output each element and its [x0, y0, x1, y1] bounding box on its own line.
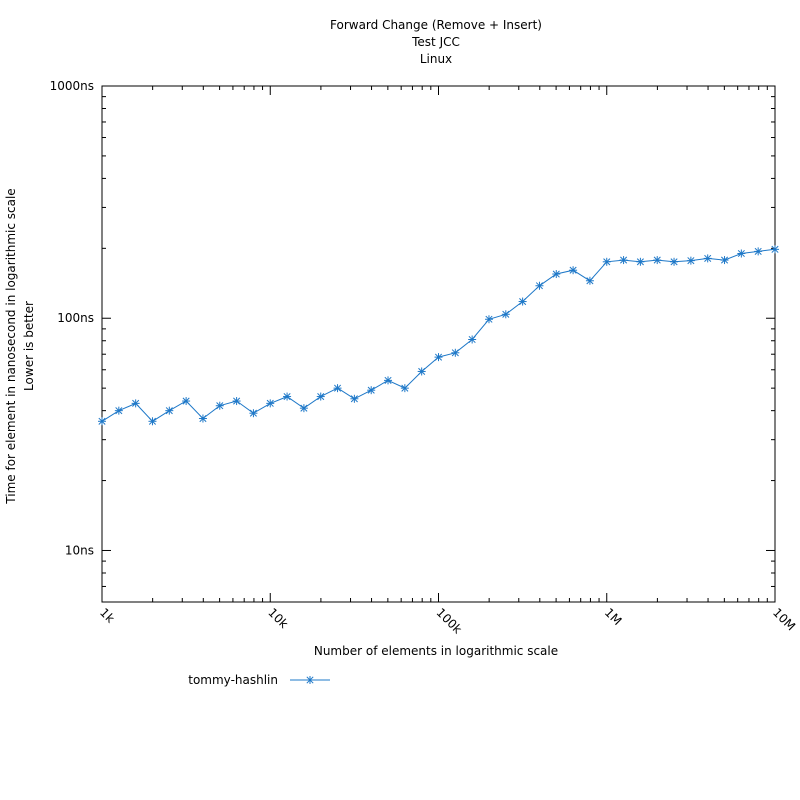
data-point — [299, 404, 308, 413]
data-point — [720, 256, 729, 265]
data-point — [98, 417, 106, 426]
y-tick-label: 1000ns — [50, 79, 94, 93]
x-tick-label: 10k — [265, 605, 291, 631]
x-tick-label: 10M — [770, 605, 798, 633]
data-point — [232, 397, 241, 406]
x-tick-label: 100k — [434, 605, 465, 636]
data-point — [283, 392, 292, 401]
x-tick-label: 1k — [97, 605, 117, 625]
plot-frame — [101, 85, 776, 603]
data-point — [249, 409, 258, 418]
data-point — [484, 315, 493, 324]
tick-labels: 1k 10k 100k 1M 10M 10ns 100ns 1000ns — [50, 79, 798, 636]
data-point — [686, 256, 695, 265]
legend-label: tommy-hashlin — [188, 673, 278, 687]
legend-marker — [306, 676, 314, 684]
data-point — [585, 276, 594, 285]
data-point — [754, 247, 763, 256]
data-point — [670, 257, 679, 266]
y-tick-label: 100ns — [57, 311, 94, 325]
data-point — [384, 376, 393, 385]
data-point — [306, 676, 314, 684]
data-point — [737, 249, 746, 258]
y-axis-label-line-2: Lower is better — [22, 301, 36, 391]
data-point — [333, 384, 342, 393]
data-point — [316, 392, 325, 401]
chart-title-line-1: Forward Change (Remove + Insert) — [330, 18, 542, 32]
data-point — [451, 348, 460, 357]
x-tick-label: 1M — [602, 605, 625, 628]
data-point — [434, 353, 443, 362]
x-axis-label: Number of elements in logarithmic scale — [314, 644, 558, 658]
data-point — [198, 414, 207, 423]
data-point — [636, 257, 645, 266]
data-point — [703, 254, 712, 263]
y-tick-label: 10ns — [65, 543, 94, 557]
data-point — [165, 406, 174, 415]
axis-ticks — [101, 85, 775, 603]
data-point — [148, 417, 157, 426]
chart-title-line-3: Linux — [420, 52, 452, 66]
chart-title: Forward Change (Remove + Insert) Test JC… — [330, 18, 542, 66]
data-point — [771, 245, 779, 254]
data-point — [653, 256, 662, 265]
data-point — [468, 335, 477, 344]
y-axis-label: Time for element in nanosecond in logari… — [4, 188, 36, 504]
legend: tommy-hashlin — [188, 673, 330, 687]
data-point — [501, 310, 510, 319]
data-point — [518, 297, 527, 306]
data-point — [215, 401, 224, 410]
chart-title-line-2: Test JCC — [411, 35, 460, 49]
y-axis-label-line-1: Time for element in nanosecond in logari… — [4, 188, 18, 504]
data-point — [569, 266, 578, 275]
data-point — [400, 384, 409, 393]
data-point — [417, 367, 426, 376]
data-point — [602, 257, 611, 266]
data-point — [114, 406, 123, 415]
data-point — [535, 281, 544, 290]
series-tommy-hashlin — [98, 245, 779, 426]
data-point — [367, 386, 376, 395]
data-point — [350, 394, 359, 403]
data-point — [619, 256, 628, 265]
data-point — [266, 399, 275, 408]
data-point — [552, 270, 561, 279]
series-line — [101, 248, 776, 422]
data-point — [182, 397, 191, 406]
data-point — [131, 399, 140, 408]
